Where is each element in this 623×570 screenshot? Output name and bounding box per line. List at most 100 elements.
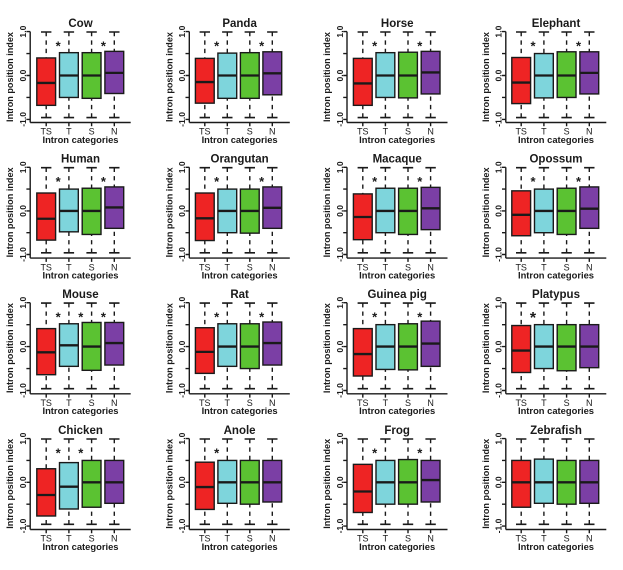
svg-text:TS: TS	[40, 262, 52, 272]
svg-text:0.0: 0.0	[494, 476, 504, 488]
svg-text:Intron categories: Intron categories	[359, 541, 435, 552]
svg-text:T: T	[383, 398, 389, 408]
svg-text:T: T	[66, 127, 72, 137]
svg-text:TS: TS	[199, 127, 211, 137]
svg-text:Intron position index: Intron position index	[322, 32, 332, 122]
svg-text:TS: TS	[40, 534, 52, 544]
svg-text:S: S	[247, 127, 253, 137]
svg-text:Human: Human	[61, 154, 100, 166]
svg-text:Intron categories: Intron categories	[518, 405, 594, 416]
svg-text:Orangutan: Orangutan	[211, 154, 269, 166]
svg-text:Intron categories: Intron categories	[518, 270, 594, 281]
svg-text:N: N	[427, 262, 434, 272]
svg-text:N: N	[269, 127, 276, 137]
svg-text:Intron categories: Intron categories	[518, 541, 594, 552]
svg-text:-1.0: -1.0	[335, 383, 345, 398]
svg-text:-1.0: -1.0	[177, 518, 187, 533]
svg-text:*: *	[214, 174, 220, 189]
svg-text:-1.0: -1.0	[177, 247, 187, 262]
svg-text:0.0: 0.0	[335, 476, 345, 488]
svg-text:Intron categories: Intron categories	[359, 270, 435, 281]
svg-text:*: *	[372, 445, 378, 460]
svg-text:*: *	[56, 38, 62, 53]
svg-text:Elephant: Elephant	[532, 18, 581, 30]
svg-text:Intron categories: Intron categories	[42, 541, 118, 552]
svg-text:T: T	[383, 127, 389, 137]
svg-text:Rat: Rat	[230, 289, 249, 301]
svg-text:N: N	[269, 262, 276, 272]
svg-text:1.0: 1.0	[335, 297, 345, 309]
svg-text:S: S	[89, 262, 95, 272]
svg-text:0.0: 0.0	[177, 340, 187, 352]
svg-text:0.0: 0.0	[18, 340, 28, 352]
svg-text:Zebrafish: Zebrafish	[530, 425, 582, 437]
svg-text:TS: TS	[357, 398, 369, 408]
svg-text:-1.0: -1.0	[335, 247, 345, 262]
svg-text:*: *	[417, 310, 423, 325]
svg-text:*: *	[259, 310, 265, 325]
svg-text:0.0: 0.0	[18, 476, 28, 488]
svg-text:T: T	[383, 534, 389, 544]
svg-text:-1.0: -1.0	[335, 112, 345, 127]
svg-text:0.0: 0.0	[335, 69, 345, 81]
svg-text:*: *	[101, 38, 107, 53]
svg-text:N: N	[586, 398, 593, 408]
svg-text:*: *	[101, 174, 107, 189]
svg-text:Intron categories: Intron categories	[202, 541, 278, 552]
svg-text:1.0: 1.0	[335, 25, 345, 37]
svg-text:TS: TS	[40, 398, 52, 408]
svg-text:Intron position index: Intron position index	[322, 167, 332, 257]
svg-text:Intron categories: Intron categories	[518, 134, 594, 145]
svg-text:TS: TS	[515, 534, 527, 544]
svg-text:-1.0: -1.0	[177, 383, 187, 398]
svg-text:1.0: 1.0	[494, 297, 504, 309]
svg-text:1.0: 1.0	[18, 25, 28, 37]
svg-text:-1.0: -1.0	[494, 383, 504, 398]
svg-text:TS: TS	[199, 534, 211, 544]
svg-text:Intron position index: Intron position index	[322, 303, 332, 393]
svg-text:Intron position index: Intron position index	[164, 439, 174, 529]
svg-text:*: *	[372, 174, 378, 189]
svg-text:N: N	[427, 534, 434, 544]
svg-text:Intron categories: Intron categories	[42, 134, 118, 145]
svg-text:T: T	[225, 398, 231, 408]
svg-text:Intron position index: Intron position index	[322, 439, 332, 529]
svg-text:0.0: 0.0	[177, 69, 187, 81]
svg-text:Frog: Frog	[384, 425, 410, 437]
svg-text:T: T	[541, 398, 547, 408]
svg-text:T: T	[383, 262, 389, 272]
svg-text:TS: TS	[40, 127, 52, 137]
svg-text:Intron categories: Intron categories	[42, 270, 118, 281]
svg-text:N: N	[269, 398, 276, 408]
svg-text:TS: TS	[515, 398, 527, 408]
svg-text:T: T	[541, 534, 547, 544]
svg-text:-1.0: -1.0	[18, 383, 28, 398]
svg-text:Intron position index: Intron position index	[5, 303, 15, 393]
svg-text:0.0: 0.0	[494, 340, 504, 352]
svg-text:Intron categories: Intron categories	[202, 134, 278, 145]
svg-text:*: *	[56, 445, 62, 460]
svg-text:T: T	[225, 534, 231, 544]
svg-text:*: *	[576, 174, 582, 189]
svg-text:Intron categories: Intron categories	[42, 405, 118, 416]
svg-text:S: S	[564, 127, 570, 137]
svg-text:*: *	[56, 310, 62, 325]
svg-text:1.0: 1.0	[494, 161, 504, 173]
svg-text:TS: TS	[357, 262, 369, 272]
svg-text:Intron categories: Intron categories	[359, 405, 435, 416]
svg-text:-1.0: -1.0	[18, 112, 28, 127]
svg-text:N: N	[586, 127, 593, 137]
svg-text:S: S	[564, 262, 570, 272]
svg-text:1.0: 1.0	[177, 297, 187, 309]
svg-text:Intron position index: Intron position index	[481, 303, 491, 393]
svg-text:*: *	[372, 310, 378, 325]
svg-text:S: S	[405, 127, 411, 137]
svg-text:T: T	[541, 262, 547, 272]
svg-text:-1.0: -1.0	[494, 112, 504, 127]
svg-text:1.0: 1.0	[335, 161, 345, 173]
svg-text:N: N	[111, 262, 118, 272]
svg-text:-1.0: -1.0	[18, 518, 28, 533]
svg-text:TS: TS	[199, 398, 211, 408]
svg-text:-1.0: -1.0	[494, 247, 504, 262]
svg-text:T: T	[66, 398, 72, 408]
